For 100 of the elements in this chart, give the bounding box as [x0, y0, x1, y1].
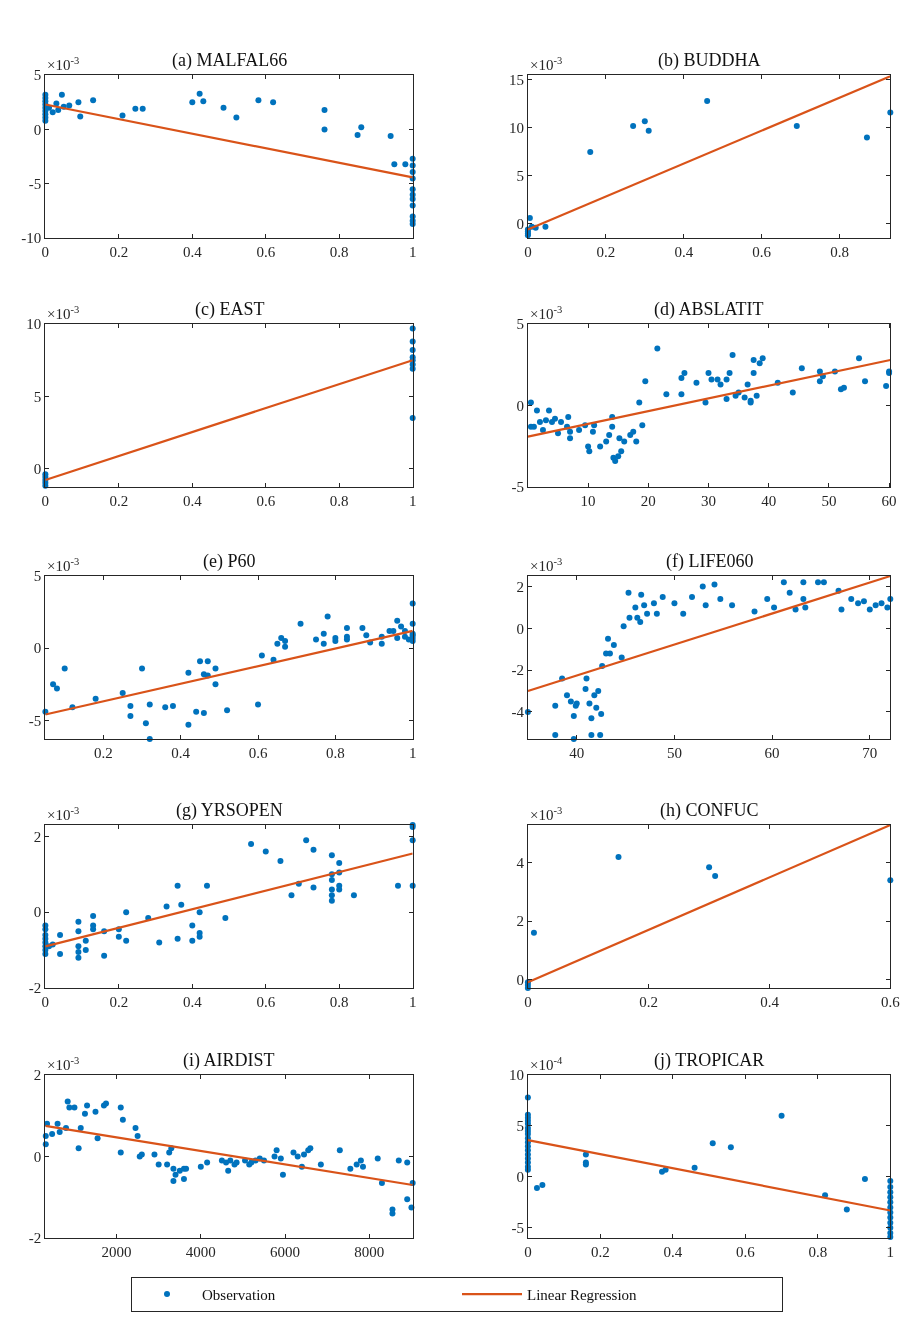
- x-tick-label: 0.8: [830, 244, 850, 261]
- x-tick-label: 0.8: [808, 1243, 828, 1260]
- x-tick-label: 60: [881, 493, 897, 510]
- y-tick-label: 0: [516, 216, 524, 233]
- x-tick-label: 40: [569, 745, 585, 762]
- x-tick-label: 0.4: [674, 244, 694, 261]
- x-tick-label: 0.2: [596, 244, 616, 261]
- x-tick-label: 1: [408, 994, 417, 1011]
- text: ×10$^{-3}$: [47, 805, 80, 824]
- y-tick-label: 0: [33, 904, 42, 921]
- x-tick-label: 0.2: [109, 994, 129, 1011]
- x-tick-label: 0.4: [182, 244, 203, 261]
- x-tick-label: 0.6: [248, 745, 268, 762]
- y-tick-label: -5: [28, 712, 42, 729]
- x-tick-label: 0.4: [182, 994, 203, 1011]
- y-tick-label: -5: [511, 1220, 524, 1237]
- y-tick-label: 0: [516, 397, 524, 414]
- text: ×10$^{-3}$: [47, 556, 80, 575]
- chart-title: (i) AIRDIST: [183, 1050, 275, 1071]
- chart-title: (g) YRSOPEN: [176, 800, 283, 821]
- x-tick-label: 40: [761, 493, 777, 510]
- y-tick-label: 10: [508, 1067, 524, 1084]
- x-tick-label: 0.6: [256, 244, 276, 261]
- chart-title: (d) ABSLATIT: [654, 299, 764, 320]
- x-tick-label: 0.6: [256, 994, 276, 1011]
- x-tick-label: 0.8: [325, 745, 345, 762]
- x-tick-label: 0.8: [329, 244, 349, 261]
- x-tick-label: 4000: [185, 1243, 216, 1260]
- x-tick-label: 1: [408, 745, 417, 762]
- text: ×10$^{-4}$: [530, 1055, 563, 1074]
- y-tick-label: -5: [511, 479, 524, 496]
- y-tick-label: 5: [33, 568, 42, 585]
- chart-title: (f) LIFE060: [666, 551, 754, 572]
- text: ×10$^{-3}$: [530, 55, 563, 74]
- text: ×10$^{-3}$: [47, 1055, 80, 1074]
- x-tick-label: 0.2: [109, 493, 129, 510]
- y-tick-label: -5: [28, 176, 42, 193]
- x-tick-label: 50: [821, 493, 837, 510]
- x-tick-label: 6000: [270, 1243, 301, 1260]
- x-tick-label: 10: [580, 493, 596, 510]
- y-tick-label: 0: [516, 971, 524, 988]
- y-tick-label: -2: [511, 662, 524, 679]
- text: ×10$^{-3}$: [47, 55, 80, 74]
- x-tick-label: 50: [666, 745, 682, 762]
- x-tick-label: 0.2: [639, 994, 659, 1011]
- y-tick-label: 5: [33, 67, 42, 84]
- y-tick-label: -4: [511, 704, 525, 721]
- chart-title: (a) MALFAL66: [172, 50, 288, 71]
- text: ×10$^{-3}$: [530, 304, 563, 323]
- y-tick-label: 2: [33, 1067, 42, 1084]
- x-tick-label: 1: [408, 244, 417, 261]
- chart-title: (h) CONFUC: [660, 800, 759, 821]
- x-tick-label: 0.6: [752, 244, 772, 261]
- y-tick-label: 2: [516, 913, 524, 930]
- y-tick-label: 0: [33, 1148, 42, 1165]
- y-tick-label: 0: [33, 640, 42, 657]
- y-tick-label: 0: [33, 460, 42, 477]
- legend-label: Linear Regression: [527, 1286, 638, 1303]
- chart-title: (e) P60: [203, 551, 256, 572]
- text: ×10$^{-3}$: [530, 805, 563, 824]
- x-tick-label: 1: [408, 493, 417, 510]
- x-tick-label: 0.4: [760, 994, 780, 1011]
- y-tick-label: 5: [516, 1118, 524, 1135]
- x-tick-label: 0.2: [591, 1243, 610, 1260]
- x-tick-label: 20: [640, 493, 656, 510]
- text: ×10$^{-3}$: [530, 556, 563, 575]
- y-tick-label: 10: [508, 120, 524, 137]
- text: ×10$^{-3}$: [47, 304, 80, 323]
- x-tick-label: 0.4: [663, 1243, 683, 1260]
- y-tick-label: 0: [516, 1169, 524, 1186]
- y-tick-label: 15: [508, 72, 524, 89]
- x-tick-label: 1: [886, 1243, 895, 1260]
- y-tick-label: 0: [33, 121, 42, 138]
- chart-title: (c) EAST: [195, 299, 265, 320]
- chart-title: (b) BUDDHA: [658, 50, 761, 71]
- y-tick-label: 10: [26, 316, 42, 333]
- y-tick-label: -10: [21, 230, 42, 247]
- y-tick-label: 5: [516, 168, 524, 185]
- x-tick-label: 60: [764, 745, 780, 762]
- y-tick-label: 5: [33, 388, 42, 405]
- x-tick-label: 30: [701, 493, 716, 510]
- y-tick-label: 4: [516, 855, 525, 872]
- x-tick-label: 0.6: [880, 994, 901, 1011]
- x-tick-label: 0.2: [93, 745, 113, 762]
- y-tick-label: -2: [28, 1230, 42, 1247]
- y-tick-label: 2: [33, 828, 42, 845]
- x-tick-label: 0.2: [109, 244, 129, 261]
- legend-label: Observation: [202, 1286, 276, 1303]
- x-tick-label: 0.4: [182, 493, 203, 510]
- x-tick-label: 70: [862, 745, 878, 762]
- y-tick-label: 2: [516, 578, 524, 595]
- x-tick-label: 2000: [101, 1243, 132, 1260]
- x-tick-label: 0.4: [171, 745, 191, 762]
- x-tick-label: 0.8: [329, 493, 349, 510]
- x-tick-label: 0.8: [329, 994, 349, 1011]
- chart-title: (j) TROPICAR: [654, 1050, 765, 1071]
- y-tick-label: 5: [516, 316, 524, 333]
- y-tick-label: -2: [28, 980, 42, 997]
- x-tick-label: 0.6: [735, 1243, 756, 1260]
- x-tick-label: 0.6: [256, 493, 276, 510]
